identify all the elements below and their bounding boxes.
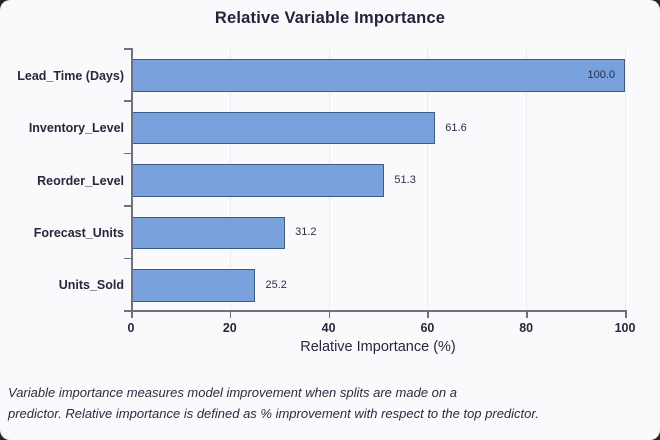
x-tick-label: 100 [614, 321, 636, 335]
value-label: 51.3 [394, 174, 416, 186]
category-label: Inventory_Level [28, 121, 124, 136]
gridline [427, 48, 429, 310]
x-tick-label: 20 [222, 321, 237, 335]
category-label: Lead_Time (Days) [17, 68, 124, 83]
bar [131, 164, 385, 197]
x-axis-tick [328, 311, 331, 318]
gridline [526, 48, 528, 310]
footnote-line-2: predictor. Relative importance is define… [8, 405, 539, 421]
category-label: Reorder_Level [37, 173, 124, 188]
x-axis-tick [625, 311, 627, 318]
gridline [625, 48, 626, 310]
y-axis-line [131, 48, 133, 310]
x-tick-label: 40 [321, 321, 336, 335]
x-tick-label: 0 [127, 321, 135, 335]
footnote-line-1: Variable importance measures model impro… [8, 385, 457, 400]
y-axis-tick [124, 310, 131, 312]
y-axis-tick [124, 100, 131, 102]
x-axis-tick [229, 311, 232, 318]
x-axis-tick [427, 311, 429, 318]
category-label: Forecast_Units [33, 225, 124, 240]
bar [131, 59, 625, 92]
chart-footnote: Variable importance measures model impro… [8, 383, 652, 424]
bar [131, 269, 256, 302]
y-axis-tick [124, 152, 131, 155]
category-label: Units_Sold [58, 278, 124, 293]
x-tick-label: 80 [519, 321, 534, 335]
x-axis-title: Relative Importance (%) [300, 339, 456, 355]
y-axis-tick [124, 257, 131, 260]
bar [131, 216, 286, 250]
value-label: 31.2 [295, 226, 317, 239]
y-axis-tick [124, 48, 131, 50]
value-label: 25.2 [265, 278, 287, 291]
chart-title: Relative Variable Importance [214, 9, 446, 27]
y-axis-tick [124, 205, 131, 207]
bar [131, 111, 436, 145]
x-axis-tick [526, 311, 528, 318]
value-label: 100.0 [587, 69, 615, 82]
value-label: 61.6 [445, 121, 467, 134]
x-axis-tick [131, 311, 133, 318]
x-axis-line [131, 310, 627, 312]
x-tick-label: 60 [420, 321, 435, 335]
